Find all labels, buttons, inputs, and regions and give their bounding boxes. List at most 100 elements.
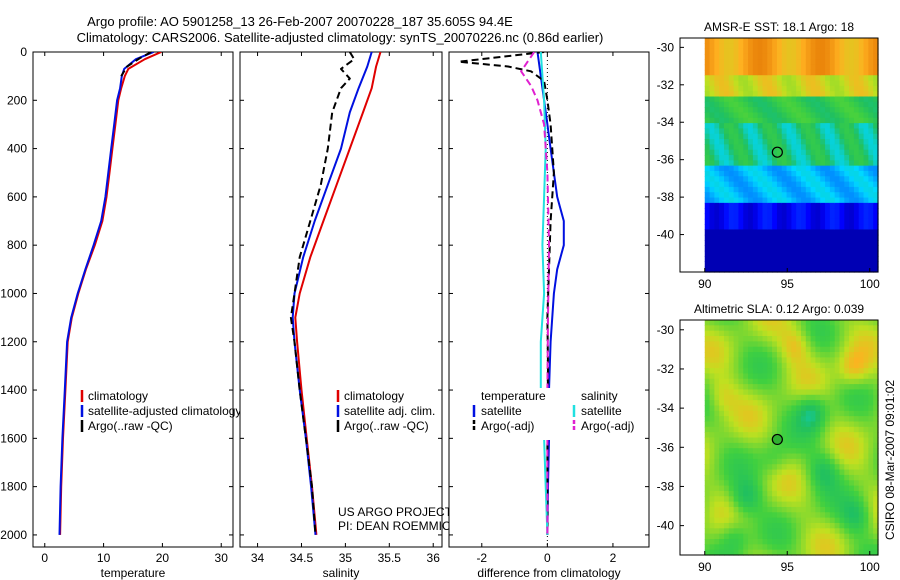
heatmap-cell	[719, 480, 725, 487]
heatmap-cell	[728, 533, 735, 540]
heatmap-cell	[801, 368, 807, 375]
heatmap-cell	[873, 165, 879, 172]
heatmap-cell	[738, 117, 744, 124]
heatmap-cell	[728, 410, 735, 417]
heatmap-cell	[776, 202, 783, 209]
heatmap-cell	[776, 384, 783, 391]
heatmap-cell	[810, 341, 817, 348]
heatmap-cell	[781, 139, 788, 145]
heatmap-cell	[820, 149, 826, 156]
heatmap-cell	[752, 128, 759, 135]
heatmap-cell	[762, 245, 768, 252]
heatmap-cell	[868, 224, 874, 231]
heatmap-cell	[752, 426, 759, 433]
heatmap-cell	[748, 362, 754, 369]
heatmap-cell	[810, 149, 817, 156]
heatmap-cell	[719, 389, 725, 396]
heatmap-cell	[844, 123, 850, 130]
heatmap-cell	[820, 320, 826, 326]
argo-location-marker	[771, 146, 783, 158]
heatmap-cell	[805, 341, 812, 348]
heatmap-cell	[714, 69, 720, 76]
heatmap-cell	[767, 266, 773, 273]
heatmap-cell	[748, 453, 754, 460]
heatmap-cell	[858, 144, 865, 151]
heatmap-cell	[825, 128, 831, 135]
heatmap-cell	[825, 544, 831, 551]
heatmap-cell	[714, 139, 720, 145]
heatmap-cell	[709, 256, 715, 262]
heatmap-cell	[743, 400, 749, 407]
heatmap-cell	[762, 192, 768, 199]
heatmap-cell	[728, 186, 735, 193]
heatmap-cell	[752, 496, 759, 503]
heatmap-cell	[724, 453, 730, 460]
heatmap-cell	[719, 501, 725, 508]
heatmap-cell	[704, 101, 711, 108]
heatmap-cell	[733, 512, 740, 519]
heatmap-cell	[743, 480, 749, 487]
heatmap-cell	[719, 544, 725, 551]
heatmap-cell	[805, 336, 812, 342]
heatmap-cell	[815, 485, 821, 492]
heatmap-cell	[796, 384, 802, 391]
heatmap-cell	[839, 325, 845, 332]
heatmap-cell	[728, 208, 735, 215]
heatmap-cell	[810, 517, 817, 524]
heatmap-cell	[738, 64, 744, 71]
heatmap-cell	[728, 43, 735, 50]
heatmap-cell	[791, 453, 797, 460]
heatmap-cell	[709, 38, 715, 44]
heatmap-cell	[738, 245, 744, 252]
heatmap-cell	[805, 400, 812, 407]
heatmap-cell	[849, 38, 855, 44]
heatmap-cell	[767, 320, 773, 326]
y-tick-label: 2000	[0, 528, 27, 542]
heatmap-cell	[801, 245, 807, 252]
heatmap-cell	[839, 218, 845, 225]
heatmap-cell	[805, 48, 812, 55]
heatmap-cell	[820, 155, 826, 161]
heatmap-cell	[776, 245, 783, 252]
heatmap-cell	[733, 43, 740, 50]
heatmap-cell	[863, 549, 869, 556]
heatmap-cell	[738, 53, 744, 60]
heatmap-cell	[724, 522, 730, 529]
heatmap-cell	[810, 490, 817, 497]
heatmap-cell	[834, 261, 841, 268]
heatmap-cell	[858, 341, 865, 348]
heatmap-cell	[724, 384, 730, 391]
heatmap-cell	[757, 416, 764, 423]
heatmap-cell	[709, 330, 715, 337]
heatmap-cell	[714, 128, 720, 135]
heatmap-cell	[853, 448, 860, 455]
heatmap-cell	[743, 389, 749, 396]
heatmap-cell	[834, 218, 841, 225]
heatmap-cell	[776, 394, 783, 401]
heatmap-cell	[748, 410, 754, 417]
heatmap-cell	[844, 181, 850, 188]
heatmap-cell	[834, 170, 841, 177]
heatmap-cell	[839, 133, 845, 140]
heatmap-cell	[820, 229, 826, 236]
heatmap-cell	[719, 197, 725, 204]
heatmap-cell	[839, 234, 845, 241]
heatmap-cell	[839, 229, 845, 236]
heatmap-cell	[767, 80, 773, 87]
heatmap-cell	[733, 549, 740, 556]
heatmap-cell	[748, 91, 754, 98]
heatmap-cell	[834, 117, 841, 124]
heatmap-cell	[709, 400, 715, 407]
x-tick-label: 34.5	[290, 551, 314, 565]
heatmap-cell	[834, 416, 841, 423]
heatmap-cell	[801, 43, 807, 50]
heatmap-cell	[839, 176, 845, 183]
heatmap-cell	[853, 437, 860, 444]
heatmap-cell	[839, 362, 845, 369]
heatmap-cell	[834, 133, 841, 140]
heatmap-cell	[791, 405, 797, 412]
heatmap-cell	[849, 448, 855, 455]
heatmap-cell	[776, 373, 783, 380]
heatmap-cell	[757, 186, 764, 193]
heatmap-cell	[772, 234, 778, 241]
